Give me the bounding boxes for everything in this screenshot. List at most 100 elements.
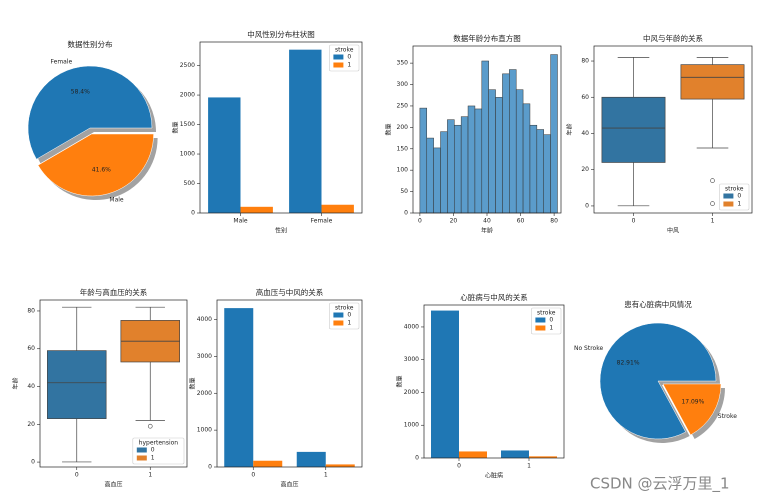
x-tick-label: 0 — [251, 472, 255, 479]
wedge-label: Stroke — [718, 413, 737, 420]
y-axis-label: 数量 — [385, 123, 393, 135]
y-tick-label: 0 — [208, 464, 212, 471]
x-axis-label: 心脏病 — [485, 472, 503, 480]
y-tick-label: 500 — [184, 180, 196, 187]
y-tick-label: 2500 — [180, 62, 195, 69]
histogram-bar — [488, 89, 496, 214]
bar — [431, 310, 459, 458]
bar — [501, 450, 529, 458]
bar — [208, 97, 241, 213]
wedge — [27, 65, 153, 160]
bar — [289, 49, 322, 214]
chart-title: 中风与年龄的关系 — [643, 33, 703, 43]
bar — [529, 456, 557, 458]
y-tick-label: 300 — [397, 81, 409, 88]
histogram-bar — [502, 73, 510, 214]
legend-swatch — [333, 62, 344, 68]
histogram-bar — [460, 116, 469, 214]
y-tick-label: 1000 — [180, 151, 195, 158]
legend-label: 1 — [347, 320, 351, 327]
histogram-bar — [426, 137, 434, 214]
y-tick-label: 40 — [27, 383, 35, 390]
y-tick-label: 0 — [585, 202, 589, 209]
x-tick-label: 0 — [75, 472, 79, 479]
histogram-bar — [481, 60, 489, 214]
legend-title: stroke — [335, 47, 354, 54]
legend-label: 0 — [151, 447, 155, 454]
legend-label: 0 — [549, 317, 553, 324]
y-tick-label: 0 — [31, 459, 35, 466]
y-tick-label: 0 — [415, 455, 419, 462]
y-tick-label: 250 — [397, 102, 409, 109]
histogram-bar — [550, 54, 558, 214]
y-axis-label: 数量 — [189, 377, 197, 389]
x-tick-label: 1 — [711, 218, 715, 225]
histogram-bar — [440, 131, 448, 214]
legend-title: hypertension — [139, 440, 179, 447]
axes-frame — [593, 45, 753, 214]
wedge — [662, 383, 722, 436]
x-axis-label: 性别 — [275, 227, 287, 235]
bar — [224, 308, 254, 467]
legend-label: 1 — [151, 455, 155, 462]
wedge-label: No Stroke — [574, 345, 603, 352]
x-axis-label: 中风 — [667, 227, 679, 235]
histogram-bar — [522, 103, 531, 214]
legend-swatch — [333, 54, 344, 60]
legend-swatch — [723, 201, 734, 207]
y-tick-label: 80 — [581, 58, 589, 65]
outlier — [710, 201, 715, 206]
legend-swatch — [535, 325, 546, 331]
y-tick-label: 20 — [581, 166, 589, 173]
y-tick-label: 150 — [397, 145, 409, 152]
histogram-bar — [543, 134, 551, 214]
legend-title: stroke — [537, 310, 556, 317]
legend-swatch — [333, 312, 344, 318]
histogram-bar — [515, 89, 524, 214]
y-tick-label: 3000 — [404, 356, 419, 363]
axes-frame — [423, 304, 565, 459]
y-tick-label: 350 — [397, 60, 409, 67]
histogram-bar — [509, 69, 517, 214]
histogram-bar — [536, 129, 544, 214]
axes-frame — [216, 299, 363, 468]
legend-title: stroke — [725, 186, 744, 193]
histogram-bar — [454, 124, 462, 214]
x-tick-label: 40 — [483, 218, 491, 225]
histogram-bar — [467, 105, 476, 214]
bar — [296, 451, 326, 467]
legend-label: 0 — [737, 193, 741, 200]
y-tick-label: 0 — [191, 210, 195, 217]
y-tick-label: 80 — [27, 307, 35, 314]
axes-frame — [199, 41, 363, 214]
wedge-value-label: 82.91% — [617, 360, 640, 367]
bar — [253, 460, 283, 467]
histogram-bar — [474, 108, 483, 214]
x-tick-label: 0 — [418, 218, 422, 225]
chart-title: 数据性别分布 — [68, 39, 113, 49]
x-tick-label: 80 — [550, 218, 558, 225]
wedge-label: Female — [51, 59, 73, 66]
y-tick-label: 50 — [400, 188, 408, 195]
chart-title: 数据年龄分布直方图 — [453, 33, 521, 43]
y-tick-label: 200 — [397, 124, 409, 131]
legend-label: 0 — [347, 54, 351, 61]
chart-title: 年龄与高血压的关系 — [80, 287, 148, 297]
box — [601, 96, 666, 163]
box — [680, 64, 745, 100]
histogram-bar — [447, 119, 455, 214]
y-tick-label: 1000 — [197, 427, 212, 434]
chart-title: 心脏病与中风的关系 — [460, 292, 528, 302]
axes-frame — [412, 45, 562, 214]
legend-label: 0 — [347, 312, 351, 319]
wedge-value-label: 58.4% — [71, 89, 90, 96]
legend-swatch — [333, 320, 344, 326]
x-tick-label: Male — [233, 218, 248, 225]
axes-frame — [39, 299, 188, 468]
bar — [240, 206, 273, 213]
x-tick-label: 1 — [148, 472, 152, 479]
legend-swatch — [535, 317, 546, 323]
wedge — [599, 322, 717, 440]
y-tick-label: 2000 — [404, 389, 419, 396]
y-tick-label: 20 — [27, 421, 35, 428]
